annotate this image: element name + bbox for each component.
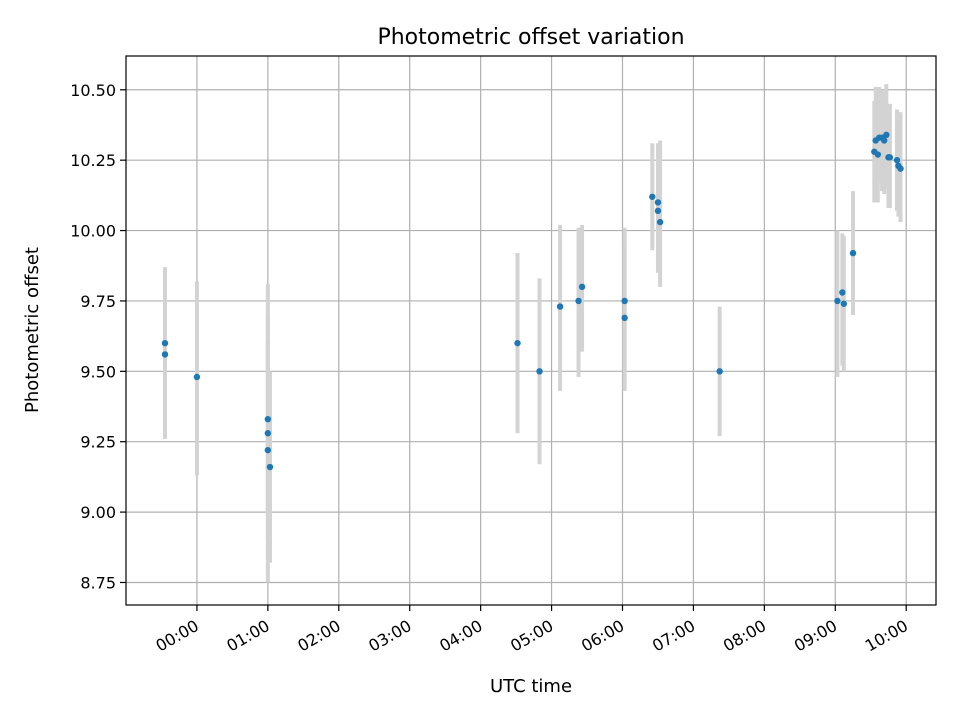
y-tick-label: 9.25 [80, 433, 116, 452]
x-tick-label: 07:00 [649, 616, 698, 656]
data-point [716, 368, 723, 375]
plot-frame [125, 55, 937, 606]
y-tick-label: 9.50 [80, 362, 116, 381]
data-point [849, 249, 857, 257]
grid [126, 56, 936, 605]
chart-title: Photometric offset variation [377, 25, 684, 50]
x-tick-label: 10:00 [862, 616, 911, 656]
x-axis: 00:00 01:00 02:00 03:00 04:00 05:00 06:00 07:00… [152, 605, 911, 656]
data-point [266, 463, 274, 471]
x-tick-label: 06:00 [578, 616, 627, 656]
data-point [834, 297, 841, 305]
y-axis: 8.75 9.00 9.25 9.50 9.75 10.00 10.25 10.50 [70, 81, 126, 592]
data-point [578, 283, 586, 291]
data-point [839, 289, 846, 296]
y-tick-label: 9.75 [80, 292, 116, 311]
data-point [575, 297, 582, 305]
data-point [840, 300, 847, 307]
y-axis-label: Photometric offset [22, 247, 43, 413]
data-point [883, 131, 890, 139]
data-point [881, 137, 888, 144]
x-axis-label: UTC time [490, 676, 572, 697]
y-tick-label: 10.25 [70, 151, 116, 170]
data-point [161, 351, 169, 358]
x-tick-label: 05:00 [507, 616, 556, 656]
data-point [621, 314, 628, 322]
data-point [656, 218, 664, 226]
y-tick-label: 10.00 [70, 222, 116, 241]
y-tick-label: 8.75 [80, 573, 116, 592]
data-point [654, 199, 662, 206]
x-tick-label: 08:00 [720, 616, 769, 656]
error-bars [163, 84, 903, 583]
data-point [874, 151, 882, 158]
data-point [264, 446, 272, 454]
data-point [193, 373, 201, 381]
data-point [649, 193, 656, 200]
data-point [264, 415, 272, 423]
y-tick-label: 9.00 [80, 503, 116, 522]
x-tick-label: 01:00 [223, 616, 272, 656]
x-tick-label: 02:00 [294, 616, 343, 656]
data-point [897, 165, 904, 172]
data-point [556, 303, 564, 310]
x-tick-label: 03:00 [365, 616, 414, 656]
data-points [161, 131, 904, 471]
data-point [264, 430, 272, 437]
x-tick-label: 00:00 [152, 616, 201, 656]
data-point [621, 297, 628, 305]
y-tick-label: 10.50 [70, 81, 116, 100]
data-point [161, 339, 169, 347]
data-point [654, 207, 662, 215]
data-point [893, 156, 901, 164]
data-point [514, 339, 521, 347]
x-tick-label: 04:00 [436, 616, 485, 656]
x-tick-label: 09:00 [791, 616, 840, 656]
data-point [886, 154, 894, 161]
data-point [536, 368, 543, 375]
